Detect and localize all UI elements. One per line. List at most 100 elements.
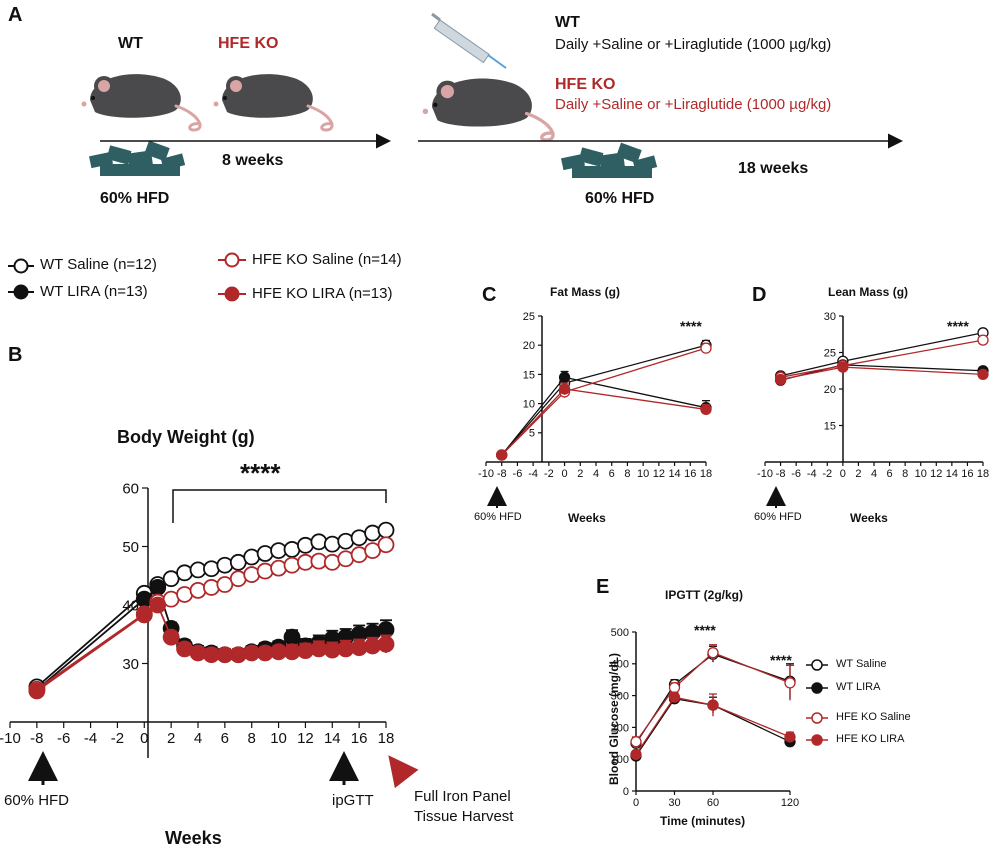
data-point	[310, 533, 328, 551]
x-tick-label-C: -8	[497, 468, 507, 480]
series-D-hfe-ko-saline	[774, 334, 989, 383]
data-point	[256, 545, 274, 562]
series-line	[635, 651, 791, 743]
series-D-hfe-ko-lira	[774, 361, 989, 386]
x-tick-label-C: 10	[637, 468, 649, 480]
panel-b-sig: ****	[240, 458, 281, 488]
panel-b-harvest1: Full Iron Panel	[414, 788, 511, 805]
series-B-wt-lira	[28, 579, 395, 699]
y-tick-label-B: 60	[122, 480, 139, 497]
x-tick-label-B: -4	[84, 730, 97, 747]
x-tick-label-D: -10	[757, 468, 773, 480]
data-point	[784, 731, 796, 743]
treat-wt-title: WT	[555, 14, 580, 31]
treat-ko-title: HFE KO	[555, 76, 616, 93]
chart-D: -10 -8 -6 -4 -2 0 2 4 6 8 10 12 14 16 18 15 20 25 30	[757, 311, 989, 480]
x-tick-label-D: 4	[871, 468, 877, 480]
panel-e-sig1: ****	[694, 622, 716, 638]
x-tick-label-B: 6	[221, 730, 229, 747]
series-C-wt-lira	[496, 370, 712, 461]
chart-C: -10 -8 -6 -4 -2 0 2 4 6 8 10 12 14 16 18 5 10 15 20 25	[478, 311, 712, 480]
series-line	[635, 698, 791, 757]
legend-marker-ko-saline	[224, 252, 240, 268]
y-tick-label-D: 20	[824, 384, 836, 396]
legend-wt-saline: WT Saline (n=12)	[40, 256, 157, 273]
legend-marker-ko-lira	[224, 286, 240, 302]
panel-e-legend-markers	[806, 659, 828, 746]
data-point	[558, 383, 571, 395]
data-point	[364, 524, 381, 542]
legend-marker-wt-saline	[13, 258, 29, 274]
panel-e-title: IPGTT (2g/kg)	[665, 588, 743, 602]
series-B-hfe-ko-lira	[28, 596, 395, 700]
panel-d-title: Lean Mass (g)	[828, 285, 909, 299]
x-tick-label-B: 8	[248, 730, 256, 747]
data-point	[283, 556, 301, 574]
panel-e-xlabel: Time (minutes)	[660, 814, 746, 828]
syringe-icon	[431, 12, 507, 69]
x-tick-label-C: -10	[478, 468, 494, 480]
data-point	[270, 559, 287, 577]
series-B-wt-saline	[28, 521, 395, 696]
series-line	[780, 339, 984, 378]
x-tick-label-C: 18	[700, 468, 712, 480]
x-tick-label-D: 10	[915, 468, 927, 480]
panel-a-weeks2: 18 weeks	[738, 160, 809, 177]
y-tick-label-D: 15	[824, 420, 836, 432]
panel-a-hfd1: 60% HFD	[100, 190, 170, 207]
data-point	[668, 682, 681, 694]
data-point	[700, 403, 712, 416]
data-point	[774, 373, 787, 386]
data-point	[256, 562, 274, 580]
panel-d-hfd: 60% HFD	[754, 511, 802, 523]
panel-a-hfd2: 60% HFD	[585, 190, 655, 207]
panel-a-wt-label: WT	[118, 35, 143, 52]
panel-d-letter: D	[752, 284, 767, 306]
panel-b-harvest-arrow	[388, 755, 419, 789]
data-point	[377, 521, 395, 539]
x-tick-label-B: 4	[194, 730, 202, 747]
x-tick-label-B: 18	[378, 730, 395, 747]
data-point	[977, 334, 989, 346]
panel-b-sig-bracket	[172, 489, 387, 523]
hfd-food-icon-2	[560, 142, 658, 178]
panel-b-annotations	[28, 489, 419, 789]
treated-mouse-icon	[420, 76, 555, 142]
y-tick-label-C: 20	[523, 340, 535, 352]
x-tick-label-D: -8	[776, 468, 786, 480]
panel-a-letter: A	[8, 4, 23, 26]
x-tick-label-B: 10	[270, 730, 287, 747]
data-point	[668, 691, 681, 703]
x-tick-label-B: -10	[0, 730, 21, 747]
e-legend-ko-saline: HFE KO Saline	[836, 711, 911, 723]
panel-b-ipgtt: ipGTT	[332, 792, 374, 809]
main-legend-markers	[8, 252, 246, 302]
panel-c-xlabel: Weeks	[568, 511, 606, 525]
data-point	[707, 647, 719, 659]
data-point	[837, 361, 849, 373]
x-tick-label-C: 6	[609, 468, 615, 480]
x-tick-label-D: 0	[840, 468, 846, 480]
panel-b-xlabel: Weeks	[165, 828, 222, 848]
x-tick-label-B: 2	[167, 730, 175, 747]
x-tick-label-C: 8	[624, 468, 630, 480]
y-tick-label-D: 30	[824, 311, 836, 323]
y-tick-label-E: 500	[611, 627, 629, 639]
y-tick-label-E: 100	[611, 754, 629, 766]
data-point	[176, 564, 193, 582]
y-tick-label-E: 300	[611, 690, 629, 702]
x-tick-label-C: 4	[593, 468, 599, 480]
panel-b-letter: B	[8, 344, 23, 366]
panel-a-illustration	[80, 12, 903, 178]
y-tick-label-C: 5	[529, 428, 535, 440]
y-tick-label-C: 15	[523, 369, 535, 381]
y-tick-label-C: 10	[523, 398, 535, 410]
x-tick-label-B: 14	[324, 730, 341, 747]
y-tick-label-B: 30	[122, 656, 139, 673]
series-line	[635, 696, 791, 755]
treat-ko-text: Daily +Saline or +Liraglutide (1000 µg/k…	[555, 96, 832, 113]
data-point	[135, 606, 153, 624]
y-tick-label-E: 200	[611, 722, 629, 734]
